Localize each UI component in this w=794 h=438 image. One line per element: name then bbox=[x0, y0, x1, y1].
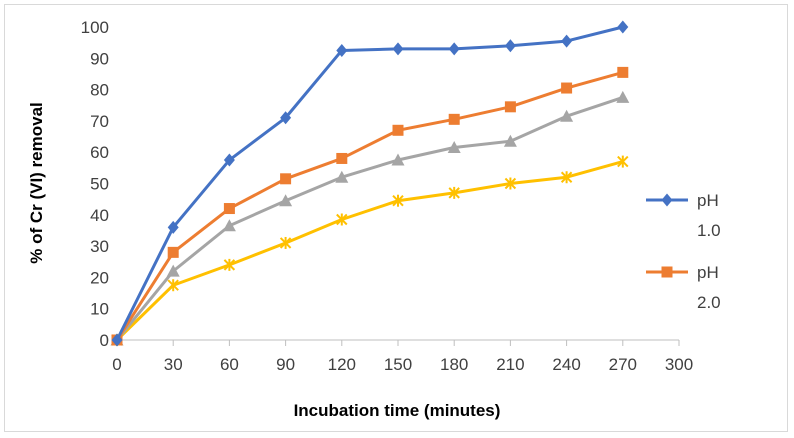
data-point bbox=[280, 111, 292, 125]
data-point bbox=[391, 153, 405, 166]
data-point bbox=[560, 171, 573, 184]
legend: pH 1.0 pH 2.0 bbox=[646, 191, 721, 312]
y-tick-label: 80 bbox=[90, 81, 109, 100]
data-point bbox=[280, 173, 292, 185]
y-tick-label: 60 bbox=[90, 143, 109, 162]
data-point bbox=[503, 134, 517, 147]
x-tick-label: 180 bbox=[440, 355, 468, 374]
data-point bbox=[223, 153, 235, 167]
data-point bbox=[616, 90, 630, 103]
x-tick-label: 300 bbox=[665, 355, 693, 374]
data-point bbox=[392, 42, 404, 56]
x-tick-label: 270 bbox=[609, 355, 637, 374]
y-tick-label: 90 bbox=[90, 49, 109, 68]
series-line bbox=[115, 25, 624, 341]
y-tick-label: 70 bbox=[90, 112, 109, 131]
data-point bbox=[166, 264, 180, 277]
data-point bbox=[504, 177, 517, 190]
data-point bbox=[167, 246, 179, 258]
data-point bbox=[336, 43, 348, 57]
data-point bbox=[561, 34, 573, 48]
x-axis-title: Incubation time (minutes) bbox=[294, 401, 501, 420]
axes: 0 30 60 90 120 150 180 210 240 270 300 0 10 20 30 40 50 6… bbox=[81, 18, 694, 374]
data-point bbox=[222, 219, 236, 232]
data-point bbox=[560, 109, 574, 122]
data-point bbox=[392, 124, 404, 136]
data-point bbox=[279, 194, 293, 207]
x-tick-label: 60 bbox=[220, 355, 239, 374]
legend-label: 2.0 bbox=[697, 293, 721, 312]
series-line bbox=[115, 96, 624, 341]
x-tick-label: 120 bbox=[328, 355, 356, 374]
x-tick-label: 150 bbox=[384, 355, 412, 374]
y-tick-label: 50 bbox=[90, 175, 109, 194]
series-line bbox=[115, 160, 624, 342]
series-ph-1-0 bbox=[111, 20, 629, 347]
x-tick-label: 0 bbox=[112, 355, 121, 374]
series-series-3 bbox=[110, 90, 630, 346]
data-point bbox=[392, 194, 404, 207]
data-point bbox=[167, 279, 179, 292]
data-point bbox=[447, 141, 461, 154]
legend-label: pH bbox=[697, 191, 719, 210]
series-layer bbox=[110, 20, 630, 347]
data-point bbox=[617, 20, 629, 34]
data-point bbox=[561, 82, 573, 94]
y-tick-label: 0 bbox=[100, 331, 109, 350]
legend-entry: pH 1.0 bbox=[646, 191, 721, 240]
y-tick-label: 30 bbox=[90, 237, 109, 256]
series-series-4 bbox=[111, 155, 629, 346]
y-tick-label: 10 bbox=[90, 300, 109, 319]
x-tick-label: 240 bbox=[552, 355, 580, 374]
data-point bbox=[167, 220, 179, 234]
data-point bbox=[617, 155, 629, 168]
data-point bbox=[504, 39, 516, 53]
x-tick-label: 90 bbox=[276, 355, 295, 374]
series-line bbox=[115, 70, 624, 341]
data-point bbox=[661, 193, 673, 207]
data-point bbox=[661, 266, 673, 278]
data-point bbox=[504, 101, 516, 113]
legend-label: 1.0 bbox=[697, 221, 721, 240]
data-point bbox=[448, 42, 460, 56]
data-point bbox=[335, 170, 349, 183]
data-point bbox=[336, 152, 348, 164]
legend-label: pH bbox=[697, 263, 719, 282]
x-tick-label: 30 bbox=[164, 355, 183, 374]
data-point bbox=[336, 213, 348, 226]
y-axis-title: % of Cr (VI) removal bbox=[27, 102, 46, 264]
legend-entry: pH 2.0 bbox=[646, 263, 721, 312]
data-point bbox=[111, 333, 123, 347]
y-tick-label: 40 bbox=[90, 206, 109, 225]
data-point bbox=[279, 236, 292, 249]
data-point bbox=[223, 258, 236, 271]
x-tick-label: 210 bbox=[496, 355, 524, 374]
data-point bbox=[448, 113, 460, 125]
chart-frame bbox=[4, 4, 788, 432]
data-point bbox=[617, 66, 629, 78]
data-point bbox=[448, 186, 460, 199]
y-tick-label: 20 bbox=[90, 268, 109, 287]
data-point bbox=[223, 203, 235, 215]
y-tick-label: 100 bbox=[81, 18, 109, 37]
